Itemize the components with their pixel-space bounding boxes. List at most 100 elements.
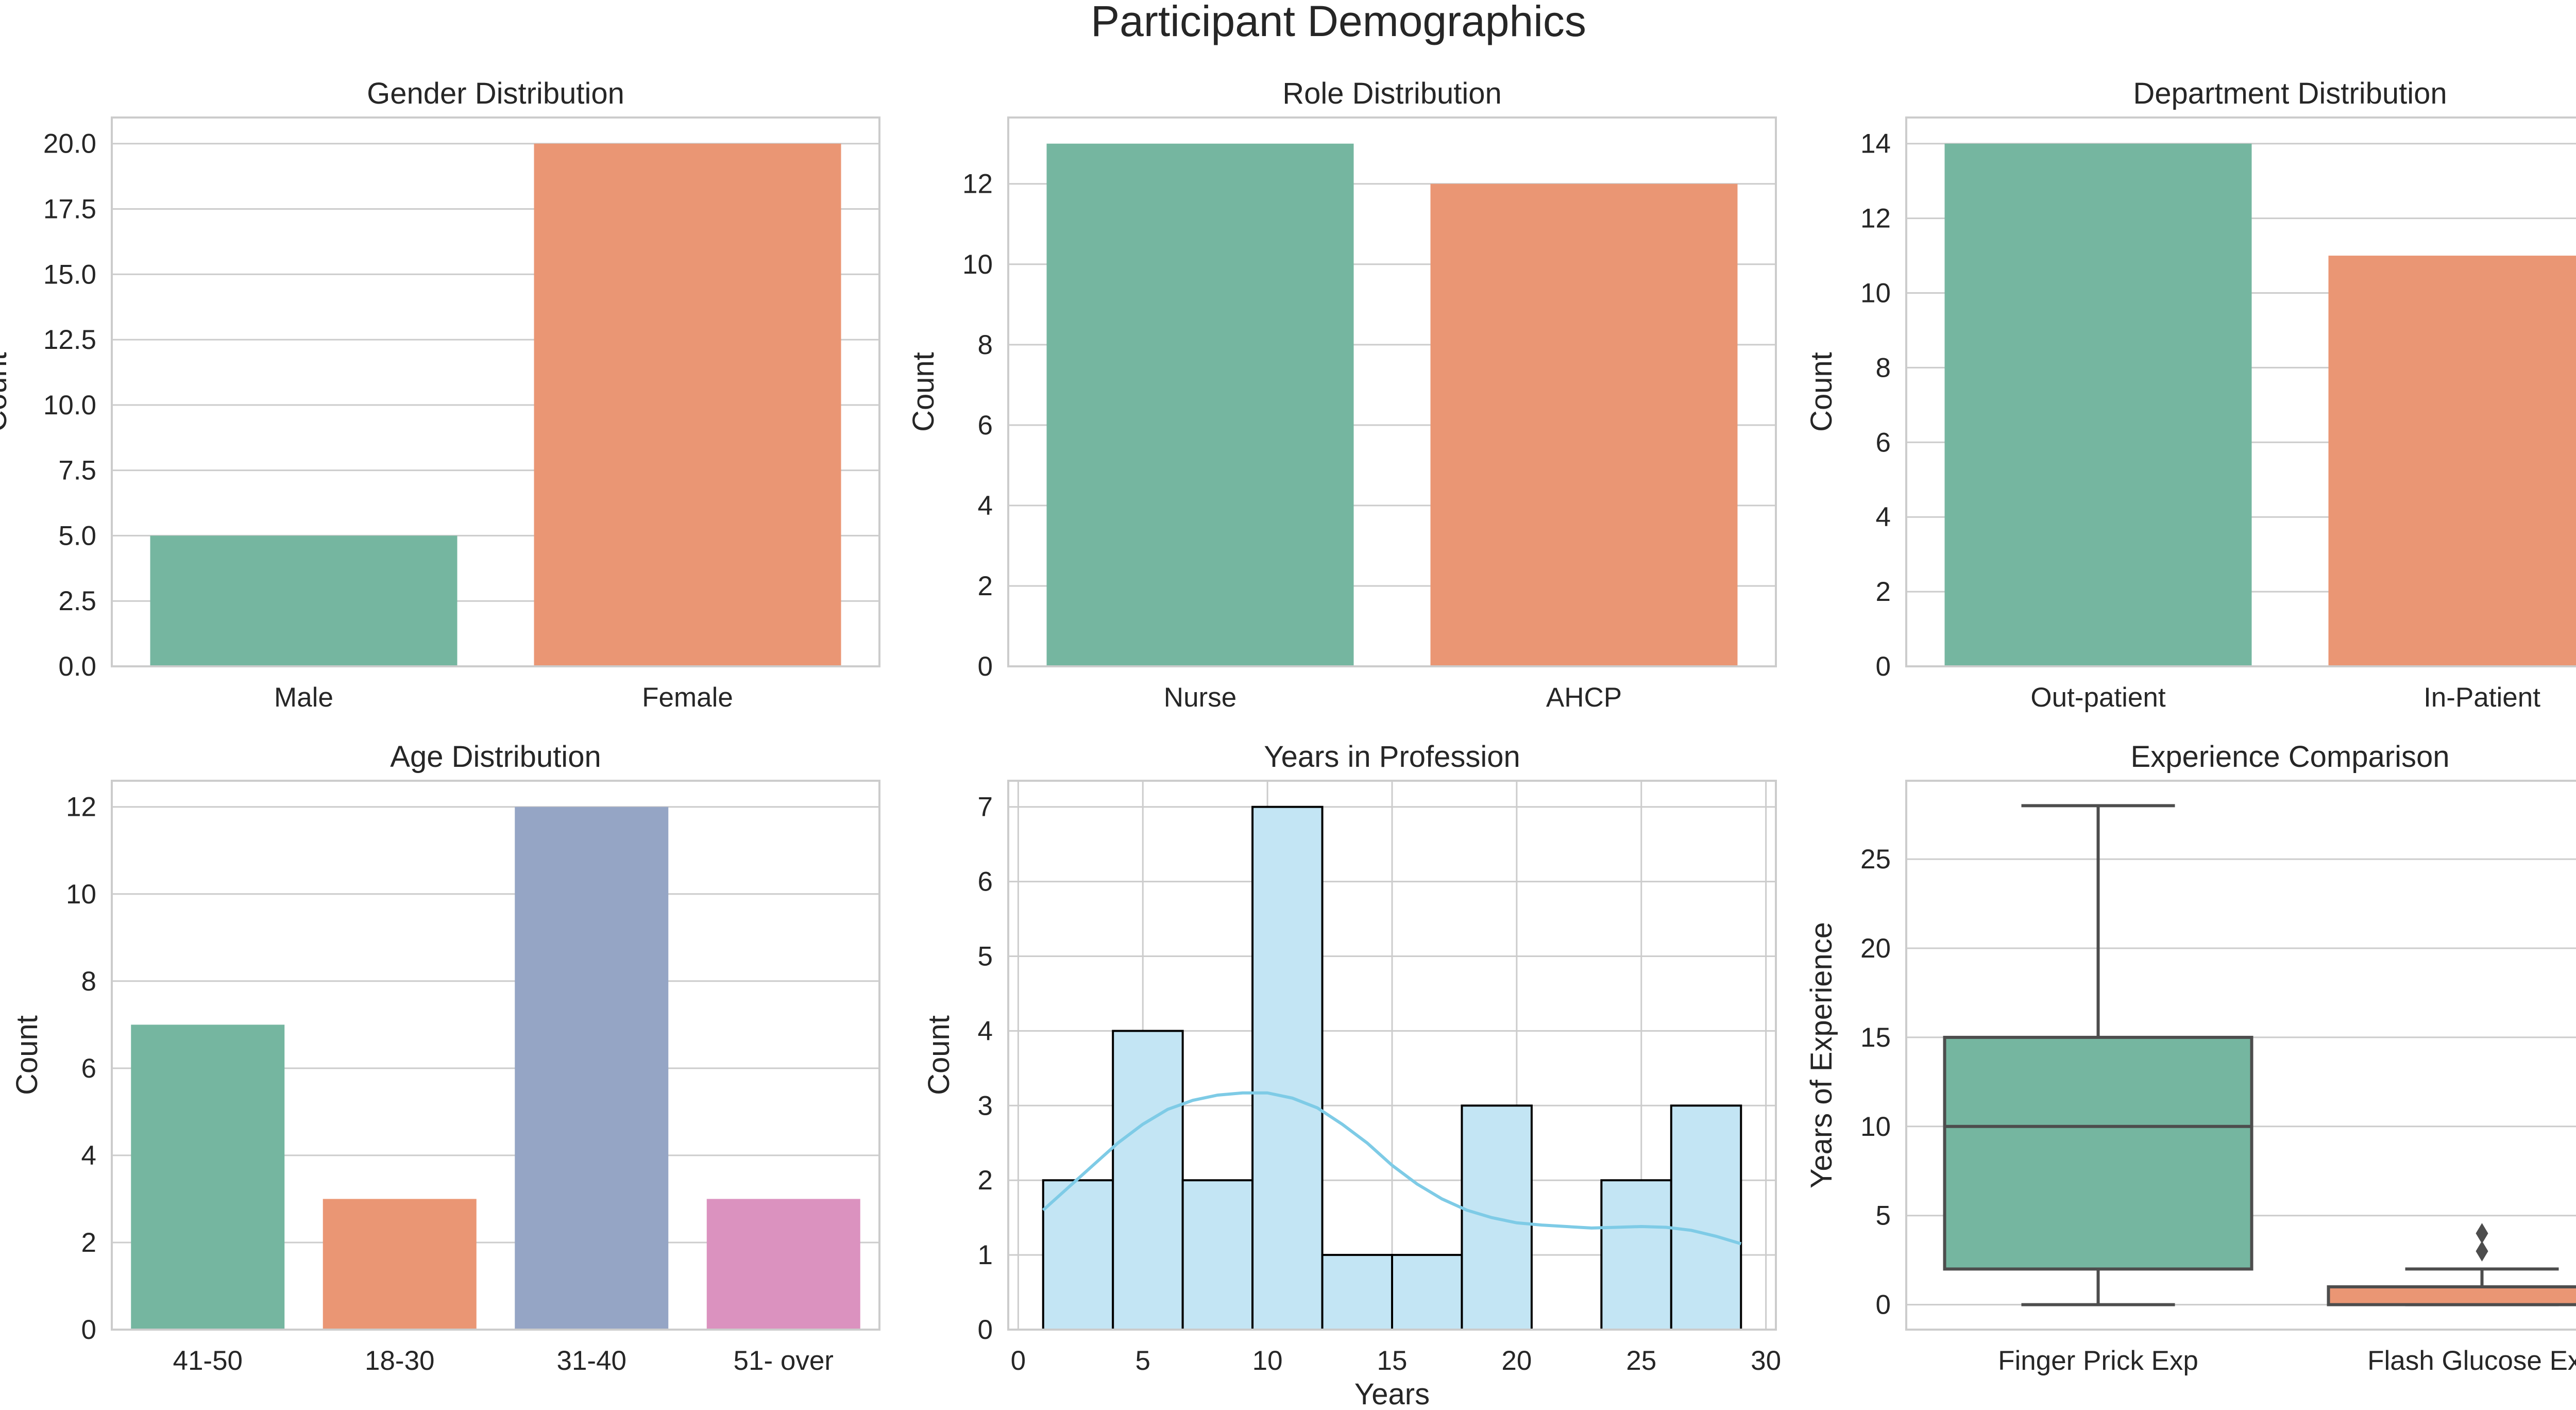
- bar-18-30: [323, 1199, 477, 1330]
- subplot-6: 0 5 10 15 20 25 Finger Prick Exp Flash Glucose …: [1805, 740, 2576, 1376]
- outlier-point: [2476, 1223, 2488, 1244]
- y-tick-label: 8: [81, 966, 96, 997]
- y-tick-label: 2.5: [58, 586, 96, 616]
- bar-31-40: [515, 807, 669, 1330]
- bar-in-patient: [2328, 256, 2576, 666]
- outlier-point: [2476, 1240, 2488, 1262]
- y-tick-label: 4: [978, 491, 993, 521]
- bar-41-50: [131, 1025, 285, 1330]
- y-tick-label: 0: [978, 651, 993, 682]
- y-tick-label: 15: [1860, 1022, 1891, 1053]
- y-tick-label: 0: [81, 1315, 96, 1345]
- subplot-2: 0 2 4 6 8 10 12 Nurse AHCP Role Distribution Count: [907, 77, 1777, 713]
- box-finger-prick-exp: [1943, 804, 2253, 1306]
- x-tick-label: 18-30: [365, 1346, 435, 1376]
- y-tick-label: 6: [81, 1053, 96, 1084]
- x-tick-label: 31-40: [556, 1346, 626, 1376]
- histogram-bin: [1391, 1254, 1463, 1331]
- y-tick-label: 10.0: [43, 390, 96, 421]
- y-axis-label: Count: [922, 1015, 956, 1095]
- subplot-4: 0 2 4 6 8 10 12 41-50 18-30 31-40 51- over Age Dist…: [10, 740, 880, 1376]
- y-tick-label: 12: [962, 169, 993, 199]
- y-tick-label: 8: [978, 330, 993, 360]
- y-tick-label: 10: [66, 879, 96, 910]
- y-axis-label: Years of Experience: [1805, 922, 1838, 1188]
- x-tick-label: AHCP: [1546, 682, 1622, 713]
- subplot-title: Department Distribution: [2133, 77, 2447, 110]
- bar-nurse: [1046, 143, 1354, 666]
- y-tick-label: 7.5: [58, 456, 96, 486]
- bar-female: [534, 143, 841, 666]
- axes-frame: [1007, 780, 1777, 1331]
- subplot-title: Years in Profession: [1264, 740, 1520, 774]
- x-tick-label: 15: [1377, 1346, 1408, 1376]
- y-tick-label: 15.0: [43, 259, 96, 290]
- y-tick-label: 5: [1876, 1201, 1891, 1231]
- y-tick-label: 12.5: [43, 325, 96, 355]
- y-axis-label: Count: [1805, 352, 1838, 432]
- kde-curve: [1042, 1091, 1742, 1246]
- y-tick-label: 3: [978, 1090, 993, 1121]
- y-tick-label: 2: [978, 571, 993, 601]
- y-tick-label: 4: [1876, 502, 1891, 532]
- subplot-title: Age Distribution: [390, 740, 601, 774]
- subplot-5: 0 1 2 3 4 5 6 7 0 5 10 15 20 25 30 Years in Profession C…: [922, 740, 1781, 1410]
- histogram-bin: [1112, 1030, 1184, 1331]
- x-tick-label: Flash Glucose Exp: [2367, 1346, 2576, 1376]
- y-tick-label: 12: [66, 792, 96, 822]
- y-tick-label: 10: [962, 249, 993, 280]
- y-tick-label: 17.5: [43, 194, 96, 225]
- y-tick-label: 0: [1876, 1290, 1891, 1320]
- axes-frame: [111, 780, 880, 1331]
- figure-title: Participant Demographics: [1091, 0, 1586, 45]
- y-tick-label: 10: [1860, 1112, 1891, 1142]
- box-iqr: [2327, 1285, 2576, 1306]
- bar-male: [150, 535, 457, 666]
- x-tick-label: 0: [1011, 1346, 1026, 1376]
- bar-out-patient: [1944, 143, 2252, 666]
- y-tick-label: 20: [1860, 933, 1891, 964]
- x-tick-label: 30: [1751, 1346, 1781, 1376]
- y-tick-label: 7: [978, 792, 993, 822]
- y-tick-label: 25: [1860, 844, 1891, 875]
- histogram-bin: [1042, 1179, 1114, 1331]
- y-tick-label: 6: [978, 410, 993, 441]
- y-tick-label: 8: [1876, 352, 1891, 383]
- x-tick-label: Out-patient: [2030, 682, 2165, 713]
- x-tick-label: 20: [1501, 1346, 1532, 1376]
- subplot-3: 0 2 4 6 8 10 12 14 Out-patient In-Patient Departme…: [1805, 77, 2576, 713]
- subplots: 0.0 2.5 5.0 7.5 10.0 12.5 15.0 17.5 20.0 Male Fema…: [0, 77, 2576, 1410]
- box-flash-glucose-exp: [2327, 1223, 2576, 1306]
- axes-frame: [1007, 116, 1777, 667]
- x-tick-label: 41-50: [173, 1346, 243, 1376]
- y-tick-label: 4: [81, 1140, 96, 1171]
- histogram-bin: [1251, 805, 1324, 1331]
- x-tick-label: 25: [1626, 1346, 1656, 1376]
- y-tick-label: 20.0: [43, 129, 96, 159]
- x-tick-label: 51- over: [734, 1346, 834, 1376]
- x-tick-label: Male: [274, 682, 333, 713]
- x-tick-label: Finger Prick Exp: [1998, 1346, 2198, 1376]
- box-iqr: [1943, 1035, 2253, 1271]
- y-tick-label: 0.0: [58, 651, 96, 682]
- x-tick-label: Nurse: [1164, 682, 1236, 713]
- subplot-1: 0.0 2.5 5.0 7.5 10.0 12.5 15.0 17.5 20.0 Male Fema…: [0, 77, 880, 713]
- histogram-bin: [1321, 1254, 1393, 1331]
- y-tick-label: 2: [978, 1165, 993, 1196]
- bar-51-over: [706, 1199, 860, 1330]
- x-tick-label: 10: [1252, 1346, 1283, 1376]
- histogram-bin: [1600, 1179, 1672, 1331]
- y-tick-label: 5: [978, 942, 993, 972]
- bar-ahcp: [1430, 183, 1738, 666]
- y-tick-label: 5.0: [58, 521, 96, 551]
- x-tick-label: In-Patient: [2424, 682, 2540, 713]
- subplot-title: Gender Distribution: [367, 77, 624, 110]
- subplot-title: Role Distribution: [1282, 77, 1502, 110]
- x-tick-label: 5: [1135, 1346, 1150, 1376]
- y-tick-label: 1: [978, 1240, 993, 1270]
- x-tick-label: Female: [642, 682, 733, 713]
- histogram-bin: [1670, 1104, 1742, 1331]
- subplot-title: Experience Comparison: [2131, 740, 2450, 774]
- y-tick-label: 6: [1876, 427, 1891, 458]
